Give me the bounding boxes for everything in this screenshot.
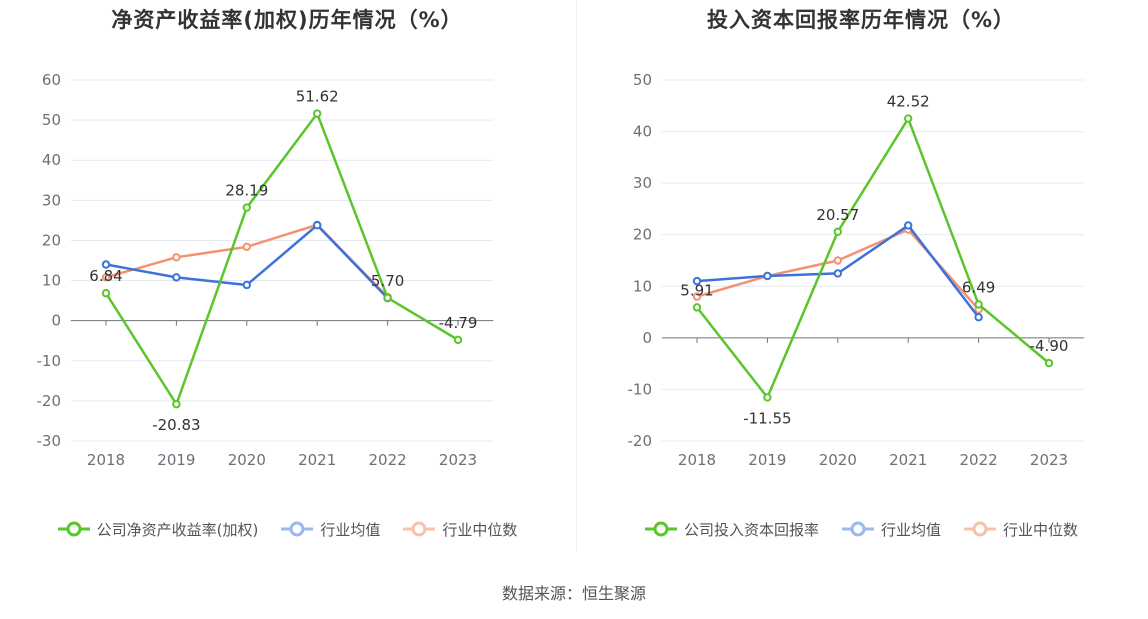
data-label: 51.62 [296, 88, 339, 106]
data-point [692, 292, 702, 301]
data-label: 20.57 [816, 206, 859, 224]
data-point [453, 335, 463, 345]
legend-item-median[interactable]: 行业中位数 [402, 518, 517, 540]
y-tick-label: 40 [633, 123, 652, 141]
y-tick-label: -20 [628, 432, 653, 450]
legend-label: 公司投入资本回报率 [683, 520, 819, 539]
data-point [904, 114, 913, 123]
y-tick-label: 50 [42, 111, 61, 129]
data-point [692, 303, 702, 312]
y-tick-label: 10 [42, 272, 61, 290]
chart-title: 投入资本回报率历年情况（%） [706, 8, 1016, 32]
data-point [242, 242, 252, 252]
data-point [172, 253, 181, 262]
y-tick-label: 50 [633, 71, 652, 89]
legend-line-icon [964, 521, 996, 537]
data-point [383, 293, 392, 303]
legend-item-avg[interactable]: 行业均值 [841, 518, 941, 540]
x-tick-label: 2022 [960, 451, 998, 469]
data-point [833, 256, 842, 265]
series-line [104, 112, 459, 406]
data-label: 28.19 [225, 182, 268, 200]
series-line [696, 117, 1050, 399]
data-point [242, 203, 252, 212]
y-tick-label: 60 [42, 71, 61, 89]
y-tick-label: -10 [628, 380, 653, 398]
data-label: 5.91 [680, 281, 713, 299]
legend-item-company[interactable]: 公司净资产收益率(加权) [57, 518, 259, 540]
data-point [904, 221, 913, 230]
legend-line-icon [841, 521, 874, 537]
data-point [763, 393, 772, 402]
y-tick-label: 30 [42, 191, 61, 209]
data-point [692, 276, 702, 286]
legend-label: 行业均值 [320, 520, 381, 539]
y-tick-label: 10 [633, 277, 652, 295]
data-point [172, 273, 181, 282]
chart-panel-roe: 净资产收益率(加权)历年情况（%） -30 -20 -10 0 10 20 30 40 50 60… [0, 0, 574, 560]
x-tick-label: 2020 [228, 451, 266, 469]
legend-label: 行业中位数 [1003, 520, 1079, 539]
legend-item-avg[interactable]: 行业均值 [280, 518, 380, 540]
y-tick-label: 0 [51, 312, 61, 330]
legend-item-median[interactable]: 行业中位数 [963, 518, 1078, 540]
data-label: 5.70 [371, 272, 404, 290]
x-tick-label: 2023 [1030, 451, 1068, 469]
data-label: -4.79 [439, 314, 478, 332]
panel-divider [576, 0, 577, 552]
y-tick-label: 0 [642, 329, 652, 347]
data-point [833, 227, 842, 236]
y-tick-label: -10 [37, 352, 62, 370]
data-label: 6.84 [89, 267, 122, 285]
x-tick-label: 2022 [369, 451, 407, 469]
y-tick-label: 40 [42, 151, 61, 169]
x-tick-label: 2021 [298, 451, 336, 469]
y-tick-label: 20 [42, 231, 61, 249]
chart-legend: 公司投入资本回报率 行业均值 行业中位数 [574, 518, 1148, 540]
chart-panel-roic: 投入资本回报率历年情况（%） -20 -10 0 10 20 30 40 50 2018 2019… [574, 0, 1148, 560]
data-label: -4.90 [1030, 337, 1069, 355]
data-label: -11.55 [743, 409, 791, 427]
data-point [974, 313, 983, 322]
data-point [1044, 358, 1054, 368]
legend-line-icon [644, 521, 677, 537]
x-tick-label: 2019 [157, 451, 195, 469]
data-point [242, 280, 252, 290]
data-label: 42.52 [887, 93, 930, 111]
data-label: -20.83 [152, 416, 200, 434]
x-tick-label: 2021 [889, 451, 927, 469]
y-tick-label: 20 [633, 226, 652, 244]
y-tick-label: 30 [633, 174, 652, 192]
data-point [974, 300, 983, 309]
data-point [101, 289, 111, 298]
data-point [313, 109, 322, 118]
x-tick-label: 2018 [678, 451, 716, 469]
legend-line-icon [403, 521, 436, 537]
data-point [313, 221, 322, 230]
legend-line-icon [281, 521, 314, 537]
x-tick-label: 2018 [87, 451, 125, 469]
chart-title: 净资产收益率(加权)历年情况（%） [111, 8, 463, 32]
x-tick-label: 2020 [819, 451, 857, 469]
line-chart-roe: -30 -20 -10 0 10 20 30 40 50 60 2018 2019 2020 2021 20… [37, 71, 494, 469]
data-source-footer: 数据来源：恒生聚源 [501, 584, 646, 603]
x-tick-label: 2023 [439, 451, 477, 469]
legend-label: 公司净资产收益率(加权) [96, 520, 259, 539]
data-label: 6.49 [962, 278, 995, 296]
legend-label: 行业均值 [880, 520, 941, 539]
legend-item-company[interactable]: 公司投入资本回报率 [644, 518, 819, 540]
line-chart-roic: -20 -10 0 10 20 30 40 50 2018 2019 2020 2021 2022 202… [628, 71, 1085, 469]
y-tick-label: -20 [37, 392, 62, 410]
chart-legend: 公司净资产收益率(加权) 行业均值 行业中位数 [0, 518, 574, 540]
y-tick-label: -30 [37, 432, 62, 450]
legend-line-icon [57, 521, 90, 537]
data-point [101, 273, 111, 282]
data-point [763, 271, 772, 281]
data-point [172, 400, 181, 409]
legend-label: 行业中位数 [442, 520, 518, 539]
data-point [833, 269, 842, 278]
x-tick-label: 2019 [748, 451, 786, 469]
data-point [101, 260, 111, 269]
